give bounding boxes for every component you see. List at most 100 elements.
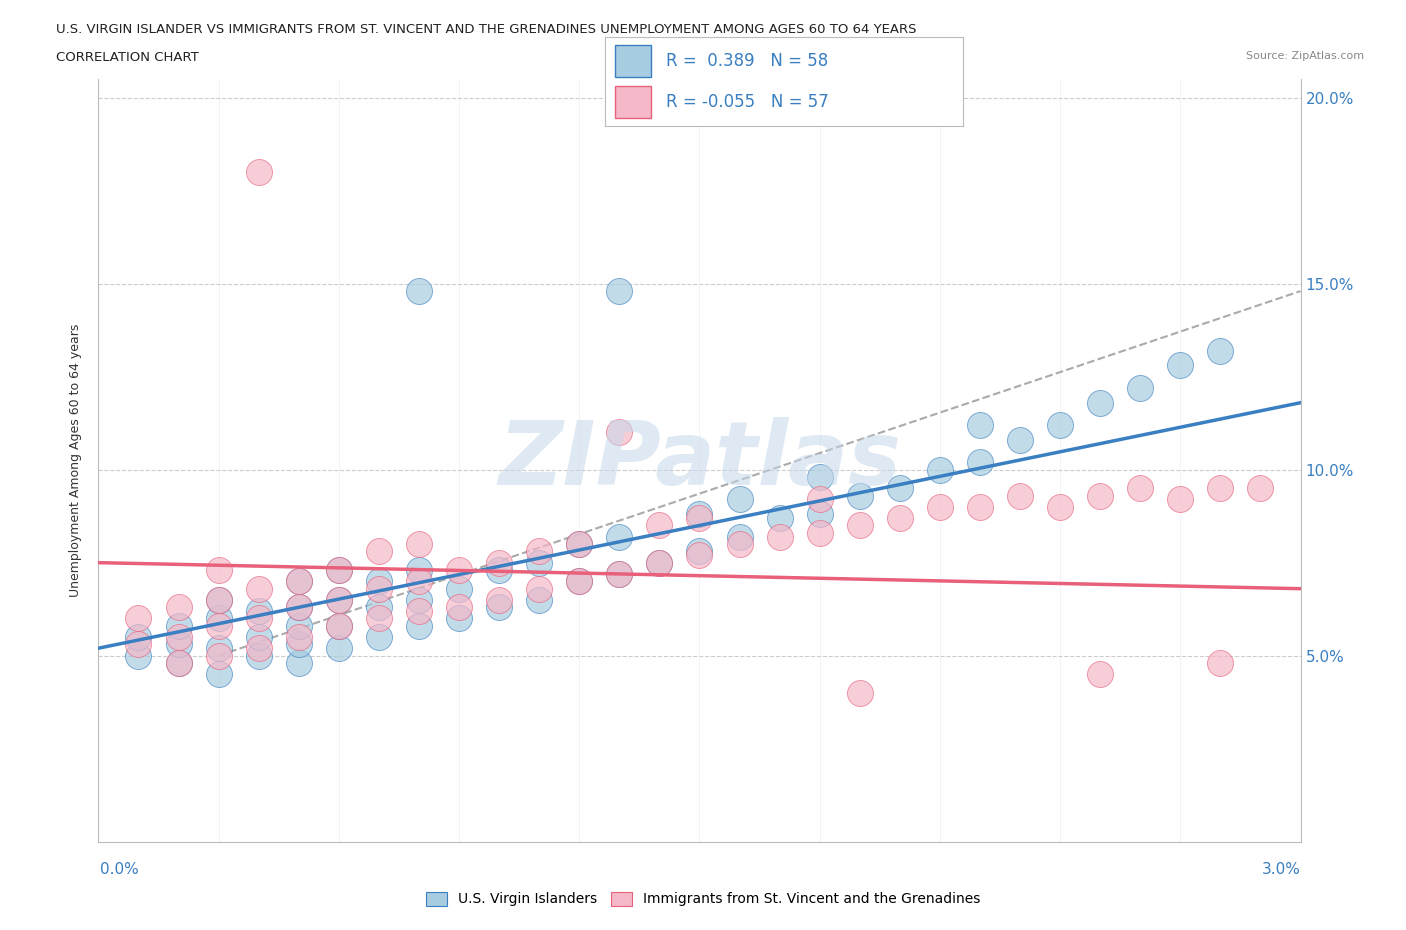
Point [1010,488,1032,503]
Point [368,600,391,615]
Point [1170,358,1192,373]
Point [328,618,350,633]
Point [408,592,430,607]
Point [288,618,311,633]
Point [529,581,551,596]
Point [1049,418,1071,432]
Point [208,648,231,663]
Point [1209,656,1232,671]
Point [288,637,311,652]
Point [208,667,231,682]
Point [447,581,470,596]
Point [368,611,391,626]
Point [408,563,430,578]
Point [648,555,671,570]
Point [328,618,350,633]
Point [368,574,391,589]
Point [488,563,510,578]
Point [288,656,311,671]
Point [808,492,831,507]
Point [408,604,430,618]
Point [1250,481,1272,496]
Point [1049,499,1071,514]
Point [808,525,831,540]
Point [167,618,190,633]
Point [1090,395,1112,410]
Point [328,563,350,578]
Point [889,481,911,496]
Point [288,574,311,589]
Point [568,537,591,551]
Text: 0.0%: 0.0% [100,862,139,877]
Point [368,630,391,644]
Point [328,641,350,656]
Point [969,418,991,432]
Text: Source: ZipAtlas.com: Source: ZipAtlas.com [1246,51,1364,61]
Text: 3.0%: 3.0% [1261,862,1301,877]
Point [689,507,711,522]
Point [128,611,150,626]
Text: CORRELATION CHART: CORRELATION CHART [56,51,200,64]
Point [208,592,231,607]
Point [247,630,270,644]
Point [609,566,631,581]
Point [568,537,591,551]
Point [447,600,470,615]
Legend: U.S. Virgin Islanders, Immigrants from St. Vincent and the Grenadines: U.S. Virgin Islanders, Immigrants from S… [420,886,986,912]
Point [689,548,711,563]
Y-axis label: Unemployment Among Ages 60 to 64 years: Unemployment Among Ages 60 to 64 years [69,324,83,597]
Point [689,544,711,559]
Point [1010,432,1032,447]
Point [128,630,150,644]
Bar [616,46,651,77]
Point [208,592,231,607]
Point [247,581,270,596]
Point [849,685,872,700]
Point [167,630,190,644]
Text: ZIPatlas: ZIPatlas [498,417,901,504]
Point [167,637,190,652]
Point [1090,488,1112,503]
Point [889,511,911,525]
Point [247,641,270,656]
Point [969,499,991,514]
Point [167,600,190,615]
Point [1209,481,1232,496]
Point [447,611,470,626]
Point [648,555,671,570]
Text: U.S. VIRGIN ISLANDER VS IMMIGRANTS FROM ST. VINCENT AND THE GRENADINES UNEMPLOYM: U.S. VIRGIN ISLANDER VS IMMIGRANTS FROM … [56,23,917,36]
Point [408,618,430,633]
Point [1170,492,1192,507]
Point [609,425,631,440]
Point [208,618,231,633]
Text: R = -0.055   N = 57: R = -0.055 N = 57 [665,93,828,111]
Point [929,499,952,514]
Point [328,592,350,607]
Point [167,656,190,671]
Point [969,455,991,470]
Point [609,284,631,299]
Point [288,600,311,615]
Point [769,511,792,525]
Point [408,284,430,299]
Point [408,537,430,551]
Point [328,563,350,578]
Point [609,566,631,581]
Point [488,592,510,607]
Point [288,630,311,644]
Point [728,537,751,551]
Point [568,574,591,589]
Point [488,555,510,570]
Bar [616,86,651,117]
Point [447,563,470,578]
Point [247,165,270,179]
Point [849,488,872,503]
Point [128,648,150,663]
Point [1209,343,1232,358]
Point [288,600,311,615]
Point [1129,380,1152,395]
Point [689,511,711,525]
Point [529,555,551,570]
Point [208,611,231,626]
Point [808,470,831,485]
